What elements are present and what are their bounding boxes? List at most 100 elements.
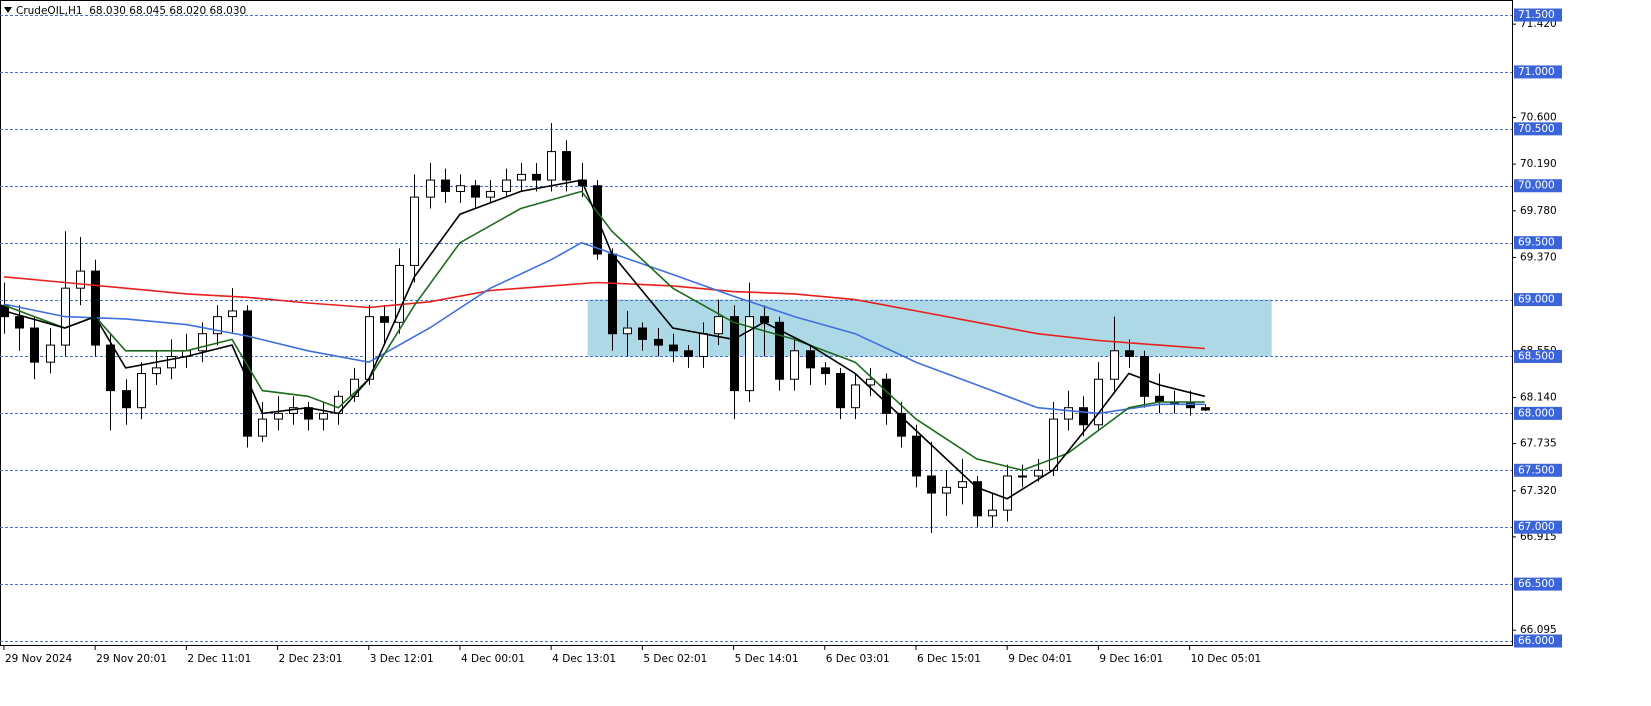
y-level-box <box>1514 463 1562 477</box>
candle-body <box>654 338 663 346</box>
y-level-label: 68.000 <box>1518 407 1555 419</box>
y-tick-label: 69.780 <box>1520 205 1557 217</box>
chart-header: CrudeOIL,H1 68.030 68.045 68.020 68.030 <box>16 5 246 17</box>
x-tick-label: 5 Dec 14:01 <box>735 653 799 665</box>
y-level-label: 71.500 <box>1518 9 1555 21</box>
candle-body <box>623 327 632 335</box>
x-tick-label: 4 Dec 13:01 <box>552 653 616 665</box>
y-level-label: 70.000 <box>1518 180 1555 192</box>
y-level-box <box>1514 293 1562 307</box>
y-level-box <box>1514 122 1562 136</box>
candle-body <box>319 412 328 420</box>
candle-body <box>730 316 739 392</box>
candle-body <box>198 333 207 352</box>
candle-body <box>30 327 39 363</box>
candle-body <box>821 367 830 375</box>
candle-body <box>562 151 571 181</box>
candle-body <box>350 378 359 397</box>
y-tick-label: 67.320 <box>1520 485 1557 497</box>
candle-body <box>760 316 769 323</box>
y-level-box <box>1514 8 1562 22</box>
candle-body <box>988 509 997 517</box>
candle-body <box>1064 407 1073 420</box>
y-level-box <box>1514 236 1562 250</box>
candle-body <box>958 481 967 488</box>
candle-body <box>1049 418 1058 471</box>
candle-body <box>213 316 222 335</box>
candle-body <box>790 350 799 380</box>
candle-body <box>927 475 936 494</box>
y-level-label: 67.000 <box>1518 521 1555 533</box>
candle-body <box>486 190 495 198</box>
candle-body <box>106 344 115 392</box>
candle-body <box>745 316 754 392</box>
x-tick-label: 6 Dec 15:01 <box>917 653 981 665</box>
candle-body <box>608 253 617 335</box>
candle-body <box>897 412 906 437</box>
x-tick-label: 3 Dec 12:01 <box>370 653 434 665</box>
y-tick-label: 69.370 <box>1520 251 1557 263</box>
y-tick-label: 68.140 <box>1520 391 1557 403</box>
candle-body <box>122 390 131 409</box>
candle-body <box>502 179 511 192</box>
y-level-label: 68.500 <box>1518 350 1555 362</box>
candle-body <box>836 373 845 409</box>
candle-body <box>806 350 815 369</box>
candle-body <box>441 179 450 192</box>
candle-body <box>1155 395 1164 403</box>
candle-body <box>1201 407 1210 411</box>
y-level-box <box>1514 349 1562 363</box>
y-tick-label: 70.600 <box>1520 111 1557 123</box>
y-level-label: 67.500 <box>1518 464 1555 476</box>
x-tick-label: 2 Dec 11:01 <box>187 653 251 665</box>
candle-body <box>547 151 556 181</box>
menu-arrow[interactable] <box>4 7 12 13</box>
y-level-label: 70.500 <box>1518 123 1555 135</box>
candle-body <box>1018 475 1027 478</box>
candle-body <box>851 384 860 409</box>
x-tick-label: 6 Dec 03:01 <box>826 653 890 665</box>
candle-body <box>395 264 404 323</box>
candle-body <box>638 327 647 340</box>
candle-body <box>882 378 891 414</box>
candle-body <box>669 344 678 352</box>
x-tick-label: 5 Dec 02:01 <box>643 653 707 665</box>
candle-body <box>152 367 161 375</box>
candle-body <box>304 407 313 420</box>
candle-body <box>866 378 875 386</box>
ma-line <box>3 241 1205 415</box>
candle-body <box>15 316 24 329</box>
candle-body <box>1079 407 1088 426</box>
ma-line <box>3 190 1205 472</box>
y-level-box <box>1514 520 1562 534</box>
y-tick-label: 70.190 <box>1520 158 1557 170</box>
zone-rect <box>587 299 1272 357</box>
candle-body <box>775 321 784 380</box>
candle-body <box>1094 378 1103 426</box>
candle-body <box>471 185 480 198</box>
candle-body <box>228 310 237 318</box>
y-level-label: 69.500 <box>1518 237 1555 249</box>
candle-body <box>46 344 55 363</box>
y-level-label: 66.500 <box>1518 578 1555 590</box>
candle-body <box>76 270 85 289</box>
x-tick-label: 4 Dec 00:01 <box>461 653 525 665</box>
y-level-box <box>1514 406 1562 420</box>
candle-body <box>714 316 723 335</box>
candle-body <box>1003 475 1012 511</box>
candle-body <box>973 481 982 517</box>
candle-body <box>137 373 146 409</box>
x-tick-label: 10 Dec 05:01 <box>1191 653 1262 665</box>
y-tick-label: 66.095 <box>1520 624 1557 636</box>
ma-line <box>3 179 1205 500</box>
candle-body <box>456 185 465 192</box>
candle-body <box>699 333 708 357</box>
candle-body <box>532 173 541 181</box>
y-level-label: 71.000 <box>1518 66 1555 78</box>
candle-body <box>912 435 921 477</box>
y-level-label: 66.000 <box>1518 635 1555 647</box>
candle-body <box>91 270 100 346</box>
y-level-box <box>1514 634 1562 648</box>
x-tick-label: 9 Dec 16:01 <box>1099 653 1163 665</box>
candle-body <box>410 196 419 266</box>
